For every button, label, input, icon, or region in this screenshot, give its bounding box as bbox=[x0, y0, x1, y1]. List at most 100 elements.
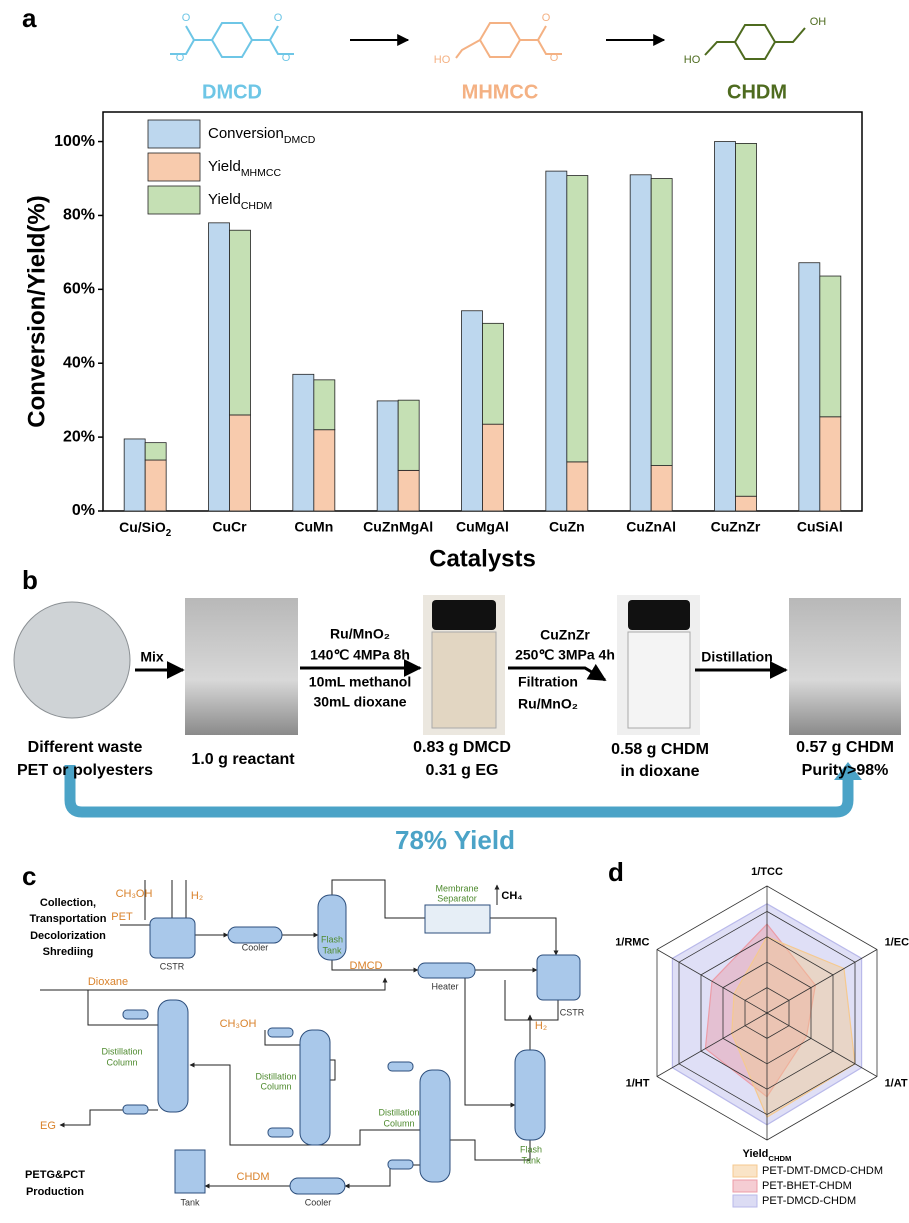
panel-label: b bbox=[22, 565, 38, 595]
bar bbox=[292, 373, 315, 512]
caption: Purity>98% bbox=[802, 762, 889, 779]
bar bbox=[123, 438, 146, 512]
legend-sub: DMCD bbox=[284, 134, 316, 146]
bar bbox=[229, 229, 251, 416]
y-axis-title: Conversion/Yield(%) bbox=[23, 195, 50, 427]
x-tick-label: CuZnMgAl bbox=[363, 519, 433, 535]
radar-axis-label: 1/TCC bbox=[751, 866, 783, 878]
condition: 140℃ 4MPa 8h bbox=[310, 647, 410, 663]
panel-label: a bbox=[22, 3, 37, 33]
bar bbox=[798, 262, 821, 512]
atom: HO bbox=[434, 54, 451, 66]
x-tick-label: CuMn bbox=[294, 519, 333, 535]
flow-label: PET bbox=[111, 911, 133, 923]
legend-label: YieldMHMCC bbox=[208, 158, 281, 179]
flow-label: Heater bbox=[431, 981, 458, 991]
x-axis-title: Catalysts bbox=[429, 545, 536, 572]
flow-label: Tank bbox=[180, 1197, 200, 1207]
flow-label: Tank bbox=[521, 1155, 541, 1165]
caption: 0.83 g DMCD bbox=[413, 739, 511, 756]
flow-label: Collection, bbox=[40, 897, 96, 909]
atom: OH bbox=[810, 16, 827, 28]
flow-label: CH₃OH bbox=[116, 888, 153, 900]
atom: O bbox=[182, 12, 191, 24]
radar-spoke bbox=[766, 949, 878, 1014]
legend-label: PET-BHET-CHDM bbox=[762, 1180, 852, 1192]
flow-label: EG bbox=[40, 1120, 56, 1132]
x-tick-label: CuMgAl bbox=[456, 519, 509, 535]
bar bbox=[566, 175, 589, 463]
bar bbox=[144, 459, 167, 512]
flow-label: Separator bbox=[437, 893, 477, 903]
atom: O bbox=[542, 12, 551, 24]
yield-label: 78% Yield bbox=[395, 825, 515, 855]
bar bbox=[819, 416, 842, 512]
flow-label: Distillation bbox=[255, 1071, 296, 1081]
caption: 0.57 g CHDM bbox=[796, 739, 894, 756]
radar-axis-label: 1/HT bbox=[626, 1077, 650, 1089]
legend-sub: MHMCC bbox=[241, 167, 282, 179]
process-panel: Mix Ru/MnO₂ 140℃ 4MPa 8h 10mL methanol 3… bbox=[13, 595, 901, 855]
legend-swatch bbox=[147, 185, 201, 215]
condition: 10mL methanol bbox=[309, 674, 411, 690]
bar bbox=[144, 442, 167, 461]
x-tick-label-main: Cu/SiO bbox=[119, 519, 166, 535]
photo bbox=[185, 598, 298, 735]
compound-name: CHDM bbox=[727, 81, 787, 103]
bar bbox=[397, 399, 420, 471]
flow-label: PETG&PCT bbox=[25, 1169, 85, 1181]
radar-axis-label: 1/AT bbox=[885, 1077, 908, 1089]
bar bbox=[735, 495, 757, 512]
bar bbox=[629, 174, 652, 512]
x-tick-label: CuZnAl bbox=[626, 519, 676, 535]
flow-label: Dioxane bbox=[88, 976, 128, 988]
y-tick-label: 100% bbox=[54, 133, 95, 150]
structure bbox=[455, 22, 562, 59]
radar-spoke bbox=[656, 1012, 768, 1077]
photo-dish bbox=[13, 601, 131, 719]
flow-label: DMCD bbox=[350, 960, 383, 972]
x-tick-label: CuSiAl bbox=[797, 519, 843, 535]
legend-swatch bbox=[147, 119, 201, 149]
flow-label: Transportation bbox=[29, 913, 106, 925]
structure bbox=[170, 22, 294, 58]
radar-spoke bbox=[766, 1012, 878, 1077]
bar bbox=[313, 429, 336, 512]
flow-label: Column bbox=[383, 1118, 414, 1128]
caption: 0.31 g EG bbox=[426, 762, 499, 779]
flow-label: CH₃OH bbox=[220, 1018, 257, 1030]
legend-label: PET-DMCD-CHDM bbox=[762, 1195, 856, 1207]
bar bbox=[208, 222, 230, 512]
radar-spoke bbox=[656, 949, 768, 1014]
structure bbox=[704, 24, 806, 60]
condition: Ru/MnO₂ bbox=[330, 626, 390, 642]
legend-label: YieldCHDM bbox=[208, 191, 272, 212]
flow-label: Distillation bbox=[378, 1107, 419, 1117]
legend-swatch bbox=[732, 1164, 758, 1178]
flow-label: H₂ bbox=[535, 1020, 547, 1032]
bar bbox=[397, 469, 420, 512]
flow-label: Production bbox=[26, 1186, 84, 1198]
flow-label: CSTR bbox=[160, 961, 185, 971]
legend-name: Yield bbox=[208, 191, 241, 208]
caption: 0.58 g CHDM bbox=[611, 741, 709, 758]
radar-axis-label: 1/EC bbox=[885, 936, 909, 948]
legend-swatch bbox=[147, 152, 201, 182]
scheme: O O O O HO O O HO OH bbox=[170, 12, 826, 66]
atom: HO bbox=[684, 54, 701, 66]
x-tick-label: Cu/SiO2 bbox=[119, 519, 172, 539]
caption: PET or polyesters bbox=[17, 762, 153, 779]
flow-label: Cooler bbox=[242, 942, 269, 952]
legend-label: PET-DMT-DMCD-CHDM bbox=[762, 1165, 883, 1177]
bar bbox=[376, 400, 399, 512]
caption: in dioxane bbox=[620, 763, 699, 780]
bar bbox=[545, 170, 568, 512]
y-tick-label: 0% bbox=[72, 502, 95, 519]
condition: Mix bbox=[140, 649, 164, 665]
x-tick-label: CuZn bbox=[549, 519, 585, 535]
flow-label: Membrane bbox=[435, 883, 478, 893]
legend-swatch bbox=[732, 1179, 758, 1193]
x-tick-label: CuZnZr bbox=[711, 519, 761, 535]
condition: 30mL dioxane bbox=[313, 694, 406, 710]
